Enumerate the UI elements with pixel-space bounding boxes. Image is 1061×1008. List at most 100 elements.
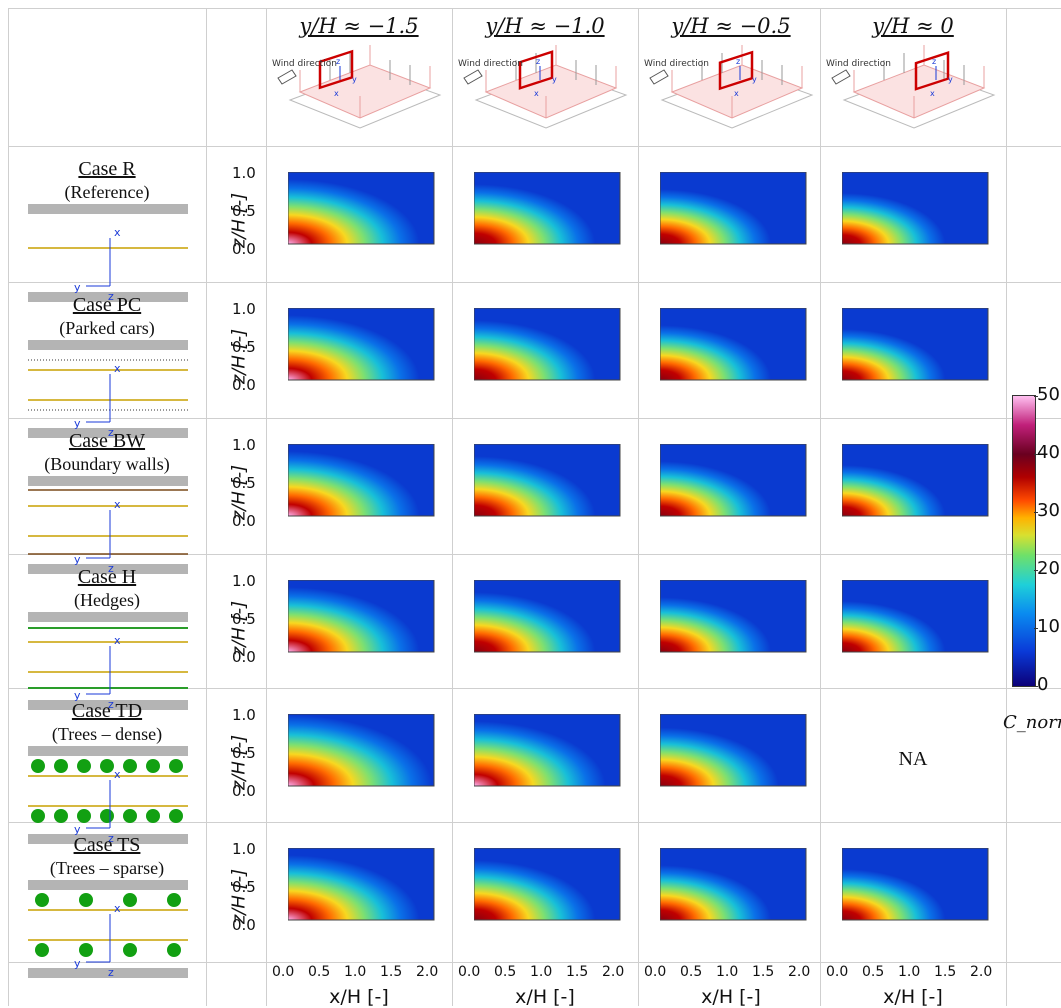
svg-text:z: z (932, 57, 936, 66)
y-tick-label: 1.0 (232, 572, 256, 590)
case-name: Case H (77, 566, 137, 588)
case-description: (Boundary walls) (44, 454, 170, 474)
case-name: Case TD (71, 700, 143, 722)
concentration-heatmap (842, 444, 989, 517)
column-header: y/H ≈ 0 (872, 14, 954, 38)
colorbar-tick-label: 0 (1037, 674, 1049, 695)
concentration-heatmap (474, 580, 621, 653)
svg-text:y: y (74, 689, 81, 702)
y-tick-label: 0.0 (232, 782, 256, 800)
street-plan-icon: x y z (28, 476, 188, 575)
x-tick-label: 2.0 (788, 964, 811, 980)
svg-text:y: y (74, 823, 81, 836)
wind-direction-label: Wind direction (272, 59, 337, 69)
concentration-heatmap (288, 848, 435, 921)
y-tick-label: 0.0 (232, 512, 256, 530)
concentration-heatmap (288, 308, 435, 381)
svg-text:z: z (108, 966, 114, 979)
grid-hline (8, 962, 1061, 963)
concentration-heatmap (842, 172, 989, 245)
grid-hline (8, 8, 1061, 9)
wind-direction-label: Wind direction (826, 59, 891, 69)
grid-hline (8, 688, 1061, 689)
x-tick-label: 1.0 (716, 964, 739, 980)
street-plan-icon: x y z (28, 340, 188, 439)
x-tick-label: 1.5 (380, 964, 403, 980)
y-tick-label: 0.5 (232, 610, 256, 628)
svg-text:x: x (334, 89, 339, 98)
concentration-heatmap (474, 444, 621, 517)
svg-text:x: x (534, 89, 539, 98)
y-tick-label: 0.0 (232, 376, 256, 394)
y-tick-label: 0.5 (232, 878, 256, 896)
svg-text:y: y (948, 75, 953, 84)
street-plan-icon: x y z (28, 204, 188, 303)
grid-vline (266, 8, 267, 1006)
x-tick-label: 0.5 (862, 964, 885, 980)
y-tick-label: 0.0 (232, 240, 256, 258)
colorbar-label: C_norm (1003, 712, 1061, 733)
y-tick-label: 1.0 (232, 300, 256, 318)
colorbar-tick (1034, 570, 1038, 571)
colorbar-tick-label: 10 (1037, 616, 1060, 637)
svg-text:x: x (114, 902, 121, 915)
svg-text:y: y (74, 417, 81, 430)
svg-text:y: y (74, 281, 81, 294)
y-tick-label: 1.0 (232, 164, 256, 182)
colorbar-tick (1034, 512, 1038, 513)
street-plan-icon: x y z (28, 746, 188, 845)
x-tick-label: 2.0 (970, 964, 993, 980)
case-description: (Trees – dense) (51, 724, 163, 744)
x-tick-label: 1.0 (344, 964, 367, 980)
svg-text:z: z (108, 426, 114, 439)
concentration-heatmap (660, 848, 807, 921)
svg-text:y: y (74, 957, 81, 970)
case-name: Case PC (72, 294, 142, 316)
svg-text:x: x (114, 768, 121, 781)
y-axis: z/H [-] 1.0 0.5 0.0 (206, 690, 268, 824)
concentration-heatmap (842, 580, 989, 653)
x-axis-label: x/H [-] (883, 986, 943, 1008)
concentration-heatmap (288, 444, 435, 517)
svg-text:x: x (114, 362, 121, 375)
svg-text:x: x (930, 89, 935, 98)
concentration-heatmap (474, 848, 621, 921)
x-tick-label: 0.0 (826, 964, 849, 980)
case-description: (Parked cars) (59, 318, 155, 338)
colorbar-tick (1034, 686, 1038, 687)
concentration-heatmap (474, 308, 621, 381)
concentration-heatmap (660, 714, 807, 787)
svg-text:y: y (752, 75, 757, 84)
svg-text:y: y (74, 553, 81, 566)
grid-vline (1006, 8, 1007, 1006)
x-tick-label: 1.0 (898, 964, 921, 980)
colorbar-tick (1034, 628, 1038, 629)
y-axis: z/H [-] 1.0 0.5 0.0 (206, 420, 268, 554)
y-tick-label: 0.5 (232, 338, 256, 356)
concentration-heatmap (288, 172, 435, 245)
grid-hline (8, 554, 1061, 555)
colorbar-tick-label: 30 (1037, 500, 1060, 521)
y-tick-label: 0.0 (232, 916, 256, 934)
case-cell: Case TS (Trees – sparse) x y z (8, 824, 206, 979)
y-tick-label: 1.0 (232, 706, 256, 724)
colorbar-tick (1034, 396, 1038, 397)
street-canyon-schematic: Wind direction zyx (644, 45, 814, 129)
street-canyon-schematic: Wind direction zyx (272, 45, 442, 129)
x-tick-label: 0.0 (272, 964, 295, 980)
colorbar-tick-label: 20 (1037, 558, 1060, 579)
svg-text:x: x (114, 226, 121, 239)
case-name: Case TS (73, 834, 141, 856)
x-tick-label: 1.0 (530, 964, 553, 980)
svg-text:x: x (734, 89, 739, 98)
street-canyon-schematic: Wind direction z y x (826, 45, 996, 129)
x-tick-label: 2.0 (416, 964, 439, 980)
case-name: Case BW (68, 430, 146, 452)
x-tick-label: 1.5 (934, 964, 957, 980)
column-header: y/H ≈ −1.0 (485, 14, 605, 38)
svg-text:z: z (108, 698, 114, 711)
grid-vline (638, 8, 639, 1006)
svg-text:z: z (736, 57, 740, 66)
x-tick-label: 1.5 (752, 964, 775, 980)
